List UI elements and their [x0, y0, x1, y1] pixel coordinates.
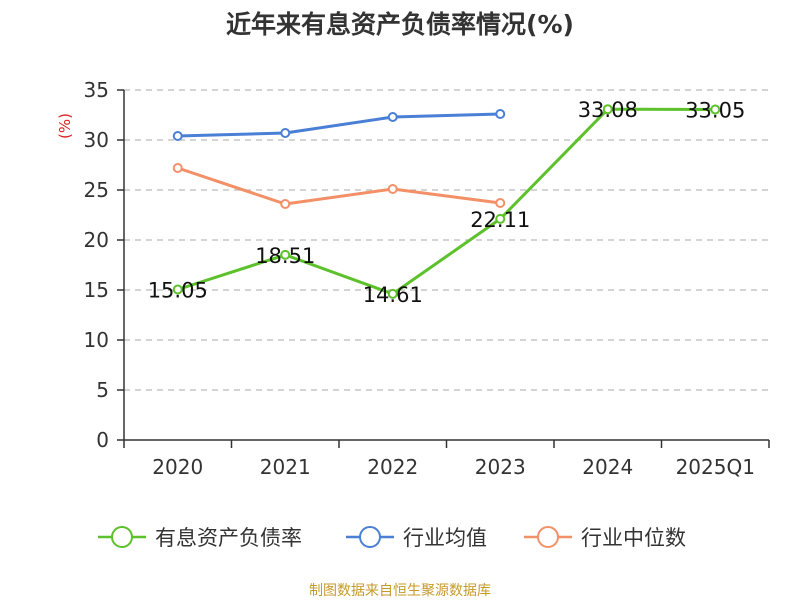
data-point	[172, 131, 183, 141]
data-point	[280, 199, 291, 209]
legend-label: 有息资产负债率	[155, 526, 302, 550]
data-point	[172, 284, 183, 295]
data-point	[280, 128, 291, 138]
x-tick-label: 2020	[152, 455, 203, 479]
legend-swatch-marker	[111, 526, 133, 548]
grid-lines	[124, 89, 769, 391]
source-note: 制图数据来自恒生聚源数据库	[309, 583, 491, 599]
data-label: 14.61	[363, 283, 423, 307]
y-tick-label: 25	[84, 178, 109, 202]
series-layer	[172, 104, 721, 299]
series-2	[172, 163, 506, 209]
chart-title: 近年来有息资产负债率情况(%)	[226, 10, 574, 39]
y-tick-label: 30	[84, 128, 109, 152]
data-label: 33.08	[578, 98, 638, 122]
y-tick-label: 35	[84, 78, 109, 102]
legend-label: 行业中位数	[581, 526, 686, 550]
data-labels: 15.05 18.51 14.61 22.11 33.08 33.05	[148, 98, 746, 307]
series-line	[177, 166, 501, 206]
axes: 0 5 10 15 20 25 30 35 2020 2021 2022 2023 2024 2025Q1	[84, 78, 770, 479]
legend: 有息资产负债率 行业均值 行业中位数	[98, 526, 686, 550]
series-0	[172, 104, 721, 299]
legend-item-2: 行业中位数	[524, 526, 686, 550]
data-label: 22.11	[470, 208, 530, 232]
legend-item-1: 行业均值	[346, 526, 487, 550]
legend-swatch-marker	[359, 526, 381, 548]
y-tick-label: 5	[96, 378, 109, 402]
x-tick-label: 2024	[582, 455, 633, 479]
y-tick-label: 20	[84, 228, 109, 252]
data-point	[495, 213, 506, 224]
data-label: 18.51	[255, 244, 315, 268]
legend-swatch-marker	[537, 526, 559, 548]
data-point	[387, 112, 398, 122]
x-tick-label: 2025Q1	[676, 455, 755, 479]
y-tick-label: 15	[84, 278, 109, 302]
data-point	[495, 198, 506, 208]
series-line	[177, 107, 716, 296]
data-point	[710, 104, 721, 115]
data-point	[602, 104, 613, 115]
data-label: 33.05	[685, 99, 745, 123]
x-tick-label: 2022	[367, 455, 418, 479]
legend-item-0: 有息资产负债率	[98, 526, 302, 550]
y-tick-label: 0	[96, 428, 109, 452]
data-point	[387, 288, 398, 299]
data-point	[172, 163, 183, 173]
data-point	[495, 109, 506, 119]
data-label: 15.05	[148, 279, 208, 303]
legend-label: 行业均值	[403, 526, 487, 550]
x-tick-label: 2023	[475, 455, 526, 479]
y-axis-label: (%)	[56, 113, 74, 139]
x-tick-label: 2021	[260, 455, 311, 479]
y-tick-label: 10	[84, 328, 109, 352]
series-line	[177, 112, 501, 138]
data-point	[280, 249, 291, 260]
data-point	[387, 184, 398, 194]
series-1	[172, 109, 506, 141]
